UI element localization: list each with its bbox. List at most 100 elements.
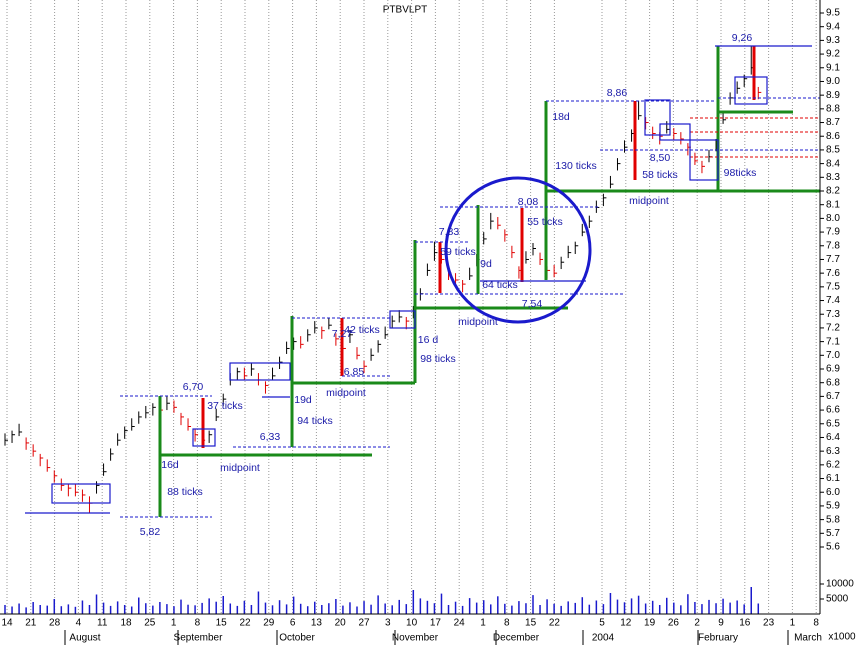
y-tick-label: 8.8 [826, 103, 840, 114]
x-tick-label: 10 [406, 618, 418, 629]
x-tick-label: 8 [195, 618, 201, 629]
y-tick-label: 7.7 [826, 254, 840, 265]
y-tick-label: 9.4 [826, 21, 840, 32]
y2-tick-label: 10000 [826, 579, 854, 590]
y-tick-label: 6.0 [826, 487, 840, 498]
month-label: September [174, 633, 224, 644]
x-tick-label: 28 [49, 618, 61, 629]
annotation: 18d [552, 111, 570, 123]
annotation: 6,33 [260, 431, 281, 443]
x-tick-label: 20 [335, 618, 347, 629]
y-tick-label: 6.8 [826, 377, 840, 388]
y-tick-label: 8.1 [826, 199, 840, 210]
annotation: 9,26 [732, 32, 753, 44]
annotation: 6,70 [183, 381, 204, 393]
y-tick-label: 7.0 [826, 350, 840, 361]
y-tick-label: 9.2 [826, 49, 840, 60]
annotation-lines [25, 45, 820, 518]
annotation: 37 ticks [207, 400, 243, 412]
range-box [689, 139, 719, 181]
y-tick-label: 7.4 [826, 295, 840, 306]
y-tick-label: 5.7 [826, 528, 840, 539]
x-tick-label: 29 [263, 618, 275, 629]
y-tick-label: 9.0 [826, 76, 840, 87]
range-box [192, 428, 216, 447]
y-tick-label: 9.5 [826, 8, 840, 19]
x-tick-label: 9 [718, 618, 724, 629]
x-tick-label: 21 [25, 618, 37, 629]
x-tick-label: 15 [525, 618, 537, 629]
y-tick-label: 8.4 [826, 158, 840, 169]
y2-tick-label: 5000 [826, 594, 849, 605]
y-tick-label: 6.5 [826, 418, 840, 429]
x-tick-label: 15 [216, 618, 228, 629]
month-label: October [279, 633, 315, 644]
y-tick-label: 8.0 [826, 213, 840, 224]
y-tick-label: 7.3 [826, 309, 840, 320]
x-tick-label: 2 [694, 618, 700, 629]
y-tick-label: 7.6 [826, 268, 840, 279]
x-tick-label: 17 [430, 618, 442, 629]
month-label: November [392, 633, 439, 644]
annotation: 9d [480, 258, 492, 270]
annotation: 94 ticks [297, 415, 333, 427]
annotation: 88 ticks [167, 486, 203, 498]
y-tick-label: 6.9 [826, 364, 840, 375]
y-tick-label: 9.3 [826, 35, 840, 46]
x-tick-label: 16 [739, 618, 751, 629]
x-tick-label: 14 [1, 618, 13, 629]
range-box [389, 310, 416, 329]
annotation: 59 ticks [440, 246, 476, 258]
y-tick-label: 8.6 [826, 131, 840, 142]
month-label: December [493, 633, 540, 644]
annotation: midpoint [458, 316, 498, 328]
y-tick-label: 6.4 [826, 432, 840, 443]
range-box [659, 123, 691, 141]
annotation: 7,83 [439, 226, 460, 238]
annotation: 8,08 [518, 196, 539, 208]
month-label: August [69, 633, 100, 644]
volume-unit: x1000 [828, 632, 856, 643]
y-tick-label: 8.2 [826, 186, 840, 197]
y-tick-label: 7.9 [826, 227, 840, 238]
annotation: 55 ticks [527, 216, 563, 228]
annotation: 8,86 [607, 87, 628, 99]
y-tick-label: 9.1 [826, 62, 840, 73]
x-tick-label: 25 [144, 618, 156, 629]
annotation: 58 ticks [642, 169, 678, 181]
annotation: 64 ticks [482, 279, 518, 291]
x-tick-label: 8 [813, 618, 819, 629]
annotation: midpoint [326, 387, 366, 399]
month-label: March [794, 633, 822, 644]
x-tick-label: 1 [790, 618, 796, 629]
highlight-circle [444, 176, 592, 324]
month-label: 2004 [592, 633, 615, 644]
y-tick-label: 8.3 [826, 172, 840, 183]
x-tick-label: 5 [599, 618, 605, 629]
annotation: 42 ticks [344, 324, 380, 336]
x-tick-label: 3 [385, 618, 391, 629]
annotation: midpoint [220, 462, 260, 474]
range-box [229, 362, 291, 381]
x-tick-label: 12 [620, 618, 632, 629]
annotation: 130 ticks [555, 160, 596, 172]
annotation: 16 d [418, 334, 439, 346]
y-tick-label: 8.5 [826, 145, 840, 156]
x-tick-label: 18 [120, 618, 132, 629]
y-tick-label: 6.1 [826, 473, 840, 484]
y-tick-label: 6.3 [826, 446, 840, 457]
y-tick-label: 7.8 [826, 240, 840, 251]
x-tick-label: 27 [358, 618, 370, 629]
y-tick-label: 6.6 [826, 405, 840, 416]
y-tick-label: 6.2 [826, 459, 840, 470]
annotation: 7,54 [522, 298, 543, 310]
month-label: February [698, 633, 738, 644]
y-tick-label: 7.2 [826, 323, 840, 334]
x-tick-label: 22 [239, 618, 251, 629]
x-tick-label: 1 [171, 618, 177, 629]
annotation: 6,85 [344, 366, 365, 378]
annotation: 7,27 [332, 328, 353, 340]
range-box [51, 483, 111, 504]
annotation: 19d [294, 394, 312, 406]
